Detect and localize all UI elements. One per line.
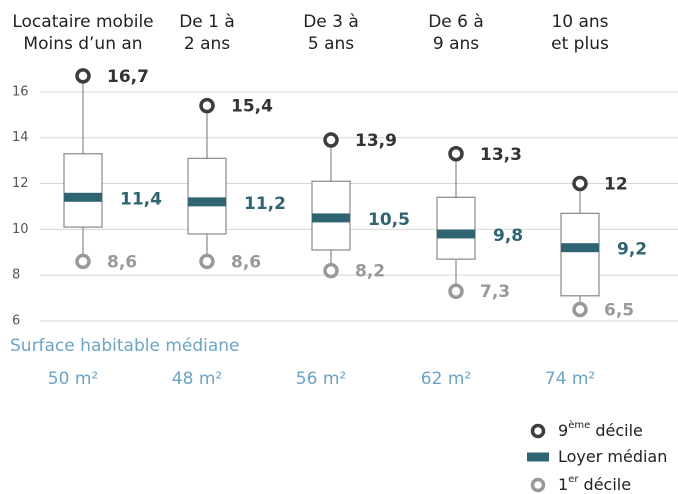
- category-label: et plus: [551, 34, 609, 54]
- category-label: 9 ans: [433, 34, 479, 54]
- decile9-label: 13,9: [355, 131, 397, 151]
- box: [560, 212, 600, 297]
- legend-swatch: [527, 452, 549, 462]
- surface-value: 74 m²: [545, 369, 595, 389]
- category-label: De 3 à: [303, 12, 359, 32]
- decile1-marker: [448, 283, 464, 299]
- category-label: 2 ans: [184, 34, 230, 54]
- decile9-marker: [75, 68, 91, 84]
- legend-marker: [530, 477, 546, 493]
- legend-marker: [530, 423, 546, 439]
- category-label: De 6 à: [428, 12, 484, 32]
- median-bar: [312, 213, 350, 223]
- surface-value: 48 m²: [172, 369, 222, 389]
- decile1-label: 8,6: [231, 252, 261, 272]
- y-tick-label: 14: [12, 130, 29, 145]
- category-label: Moins d’un an: [23, 34, 142, 54]
- decile1-marker: [199, 253, 215, 270]
- category-label: 10 ans: [551, 12, 608, 32]
- y-tick-label: 6: [12, 314, 20, 329]
- surface-title: Surface habitable médiane: [10, 336, 240, 356]
- decile1-marker: [75, 253, 91, 270]
- decile9-label: 13,3: [480, 145, 522, 165]
- decile9-marker: [572, 175, 588, 192]
- decile9-marker: [199, 97, 215, 114]
- median-label: 10,5: [368, 210, 410, 230]
- legend-sup: ème: [568, 419, 590, 431]
- decile9-label: 16,7: [107, 67, 149, 87]
- decile1-marker: [323, 262, 339, 279]
- box: [63, 153, 103, 228]
- median-label: 11,4: [120, 189, 162, 209]
- decile9-label: 15,4: [231, 97, 273, 117]
- median-label: 9,8: [493, 226, 523, 246]
- median-bar: [64, 192, 102, 202]
- decile9-marker: [323, 132, 339, 148]
- median-bar: [437, 229, 475, 239]
- median-label: 11,2: [244, 194, 286, 214]
- category-label: 5 ans: [308, 34, 354, 54]
- category-label: De 1 à: [179, 12, 235, 32]
- y-tick-label: 12: [12, 176, 29, 191]
- decile1-label: 8,6: [107, 252, 137, 272]
- decile9-marker: [448, 146, 464, 162]
- legend-sup: er: [568, 474, 579, 485]
- legend-text: 9: [558, 421, 568, 440]
- legend-label: 9ème décile: [558, 419, 643, 440]
- legend-label: 1er décile: [558, 474, 631, 494]
- median-bar: [561, 243, 599, 253]
- decile1-marker: [572, 301, 588, 318]
- box: [436, 196, 476, 260]
- legend-text: Loyer médian: [558, 447, 667, 466]
- y-tick-label: 10: [12, 222, 29, 237]
- surface-value: 56 m²: [296, 369, 346, 389]
- box: [187, 157, 227, 235]
- y-tick-label: 8: [12, 268, 20, 283]
- median-label: 9,2: [617, 240, 647, 260]
- decile9-label: 12: [604, 175, 628, 195]
- surface-value: 50 m²: [48, 369, 98, 389]
- decile1-label: 6,5: [604, 301, 634, 321]
- legend-text: 1: [558, 475, 568, 494]
- decile1-label: 7,3: [480, 282, 510, 302]
- legend-text: décile: [578, 475, 631, 494]
- category-label: Locataire mobile: [12, 12, 153, 32]
- median-bar: [188, 197, 226, 207]
- legend-text: décile: [590, 421, 643, 440]
- decile1-label: 8,2: [355, 262, 385, 282]
- legend-label: Loyer médian: [558, 447, 667, 466]
- y-tick-label: 16: [12, 84, 29, 99]
- surface-value: 62 m²: [421, 369, 471, 389]
